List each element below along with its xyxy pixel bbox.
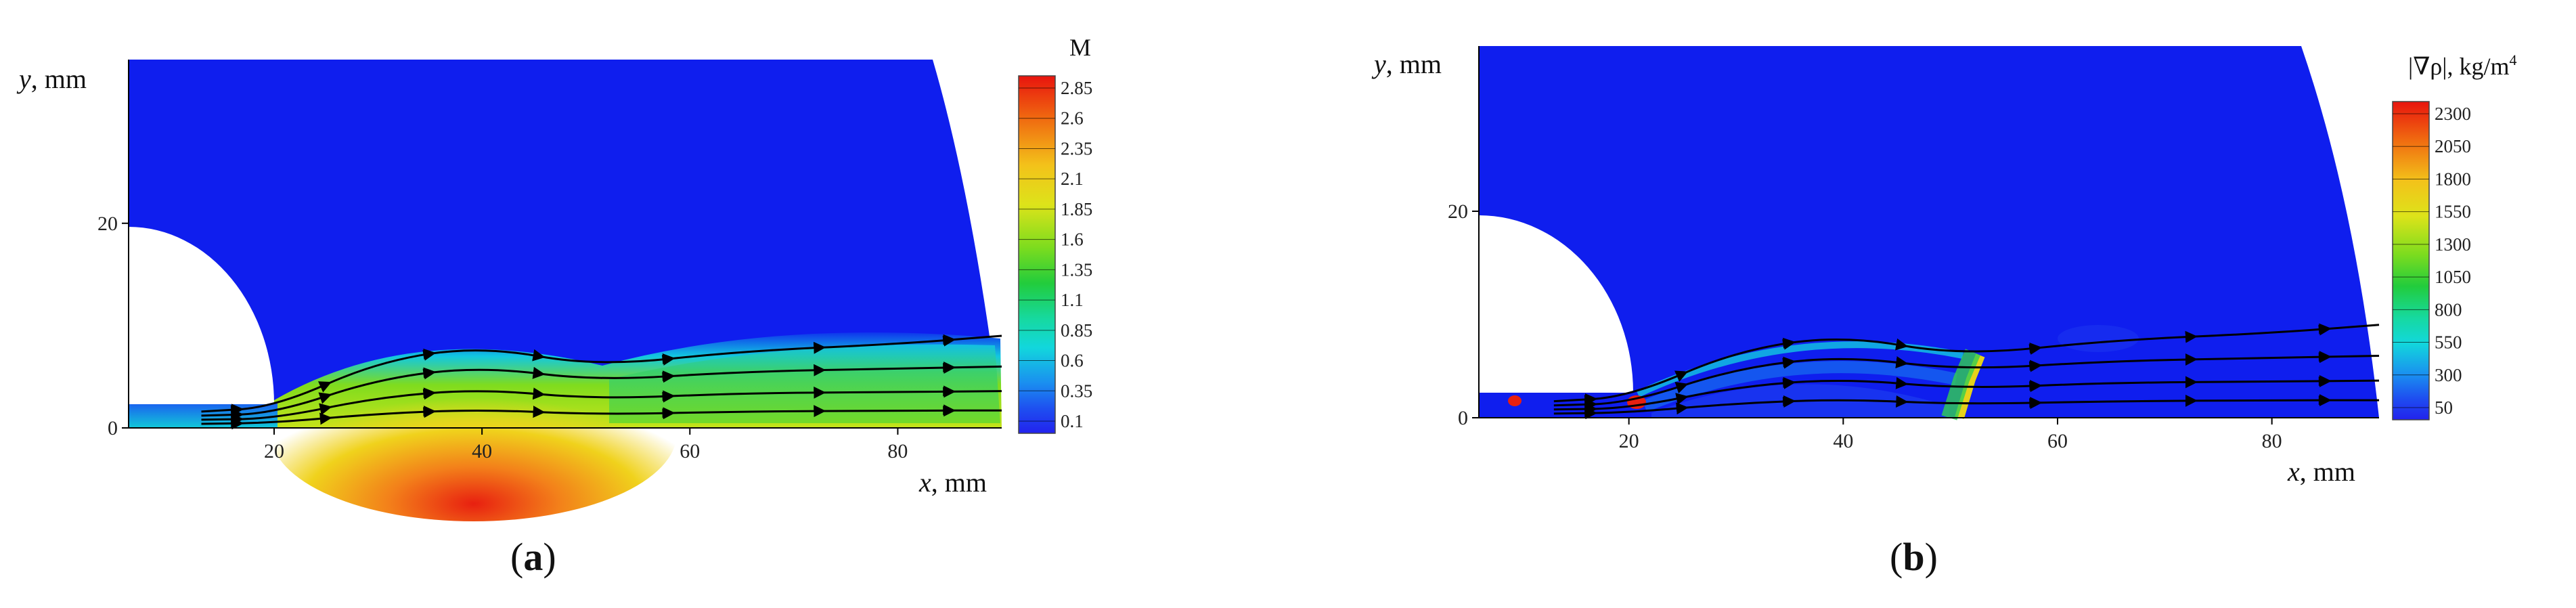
- streamline-arrow: [2029, 381, 2043, 391]
- streamline-arrow: [422, 389, 437, 399]
- x-axis-label-b: x, mm: [2287, 456, 2355, 487]
- streamline-arrow: [422, 349, 437, 360]
- colorbar-tick-label: 2050: [2435, 136, 2471, 156]
- nozzle-a: [129, 385, 160, 404]
- y-axis-label-b: y, mm: [1371, 49, 1442, 79]
- colorbar-tick-label: 0.85: [1061, 320, 1092, 341]
- x-axis-label-a: x, mm: [918, 467, 987, 498]
- colorbar-tick-label: 0.35: [1061, 381, 1092, 401]
- streamline-arrow: [423, 407, 437, 417]
- streamline-arrow: [422, 368, 437, 378]
- colorbar-title-b: |∇ρ|, kg/m4: [2408, 51, 2517, 80]
- streamline-arrow: [2318, 324, 2332, 334]
- x-tick-label: 20: [1619, 430, 1639, 452]
- nozzle-b: [1479, 385, 1503, 393]
- colorbar-tick-label: 2.1: [1061, 169, 1084, 189]
- streamline-arrow: [1782, 357, 1797, 368]
- streamline-arrow: [2029, 398, 2043, 408]
- panel-label-b: (b): [1890, 535, 1938, 579]
- colorbar-tick-label: 2.6: [1061, 108, 1084, 129]
- colorbar-tick-label: 1800: [2435, 169, 2471, 189]
- colorbar-a: [1018, 75, 1056, 434]
- x-tick-label: 60: [680, 440, 700, 462]
- streamline-arrow: [662, 391, 676, 401]
- streamline-arrow: [231, 418, 245, 429]
- streamline-arrow: [1782, 396, 1797, 406]
- streamline-arrow: [943, 387, 957, 397]
- y-tick-label: 0: [108, 417, 118, 439]
- colorbar-tick-label: 1.35: [1061, 259, 1092, 280]
- streamlines-b: [1553, 323, 2380, 420]
- colorbar-tick-label: 1050: [2435, 267, 2471, 287]
- streamline-arrow: [943, 406, 957, 416]
- colorbar-tick-label: 1.85: [1061, 199, 1092, 219]
- colorbar-tick-label: 0.1: [1061, 411, 1084, 431]
- colorbar-tick-label: 800: [2435, 299, 2462, 320]
- colorbar-tick-label: 1550: [2435, 202, 2471, 222]
- streamline-arrow: [662, 372, 676, 382]
- x-tick-label: 80: [2262, 430, 2282, 452]
- streamline-arrow: [662, 408, 676, 418]
- colorbar-tick-label: 1300: [2435, 234, 2471, 255]
- colorbar-tick-label: 1.1: [1061, 290, 1084, 310]
- streamline-arrow: [2318, 352, 2332, 362]
- colorbar-tick-label: 300: [2435, 365, 2462, 385]
- colorbar-title-a: M: [1069, 34, 1091, 61]
- panel-label-a: (a): [510, 535, 556, 579]
- colorbar-tick-label: 0.6: [1061, 351, 1084, 371]
- y-axis-label-a: y, mm: [16, 64, 87, 94]
- colorbar-tick-label: 2.35: [1061, 138, 1092, 158]
- streamline-arrow: [943, 363, 957, 373]
- streamline-arrow: [1584, 408, 1599, 418]
- x-tick-label: 60: [2047, 430, 2068, 452]
- y-tick-label: 0: [1458, 407, 1468, 429]
- x-tick-label: 20: [264, 440, 284, 462]
- streamline-arrow: [942, 335, 957, 345]
- colorbar-tick-label: 2.85: [1061, 78, 1092, 98]
- colorbar-tick-label: 1.6: [1061, 230, 1084, 250]
- colorbar-tick-label: 550: [2435, 332, 2462, 353]
- x-tick-label: 80: [887, 440, 908, 462]
- streamline: [201, 404, 1002, 430]
- y-tick-label: 20: [1448, 200, 1468, 223]
- colorbar-tick-label: 2300: [2435, 104, 2471, 124]
- streamline-arrow: [2318, 395, 2332, 406]
- x-tick-label: 40: [472, 440, 492, 462]
- streamline-arrow: [1782, 339, 1797, 349]
- x-tick-label: 40: [1833, 430, 1853, 452]
- streamline-arrow: [1782, 378, 1797, 388]
- streamline: [1553, 394, 2379, 420]
- panel-a: 20 40 60 80 0 20 y, mm x, mm 2.85 2.6 2.35 2.1 1.…: [16, 34, 1092, 579]
- streamline-arrow: [2318, 376, 2332, 386]
- streamlines-a: [201, 334, 1002, 430]
- y-tick-label: 20: [97, 213, 118, 235]
- colorbar-b: [2392, 101, 2430, 420]
- streamline-arrow: [2028, 361, 2043, 371]
- colorbar-tick-label: 50: [2435, 397, 2453, 418]
